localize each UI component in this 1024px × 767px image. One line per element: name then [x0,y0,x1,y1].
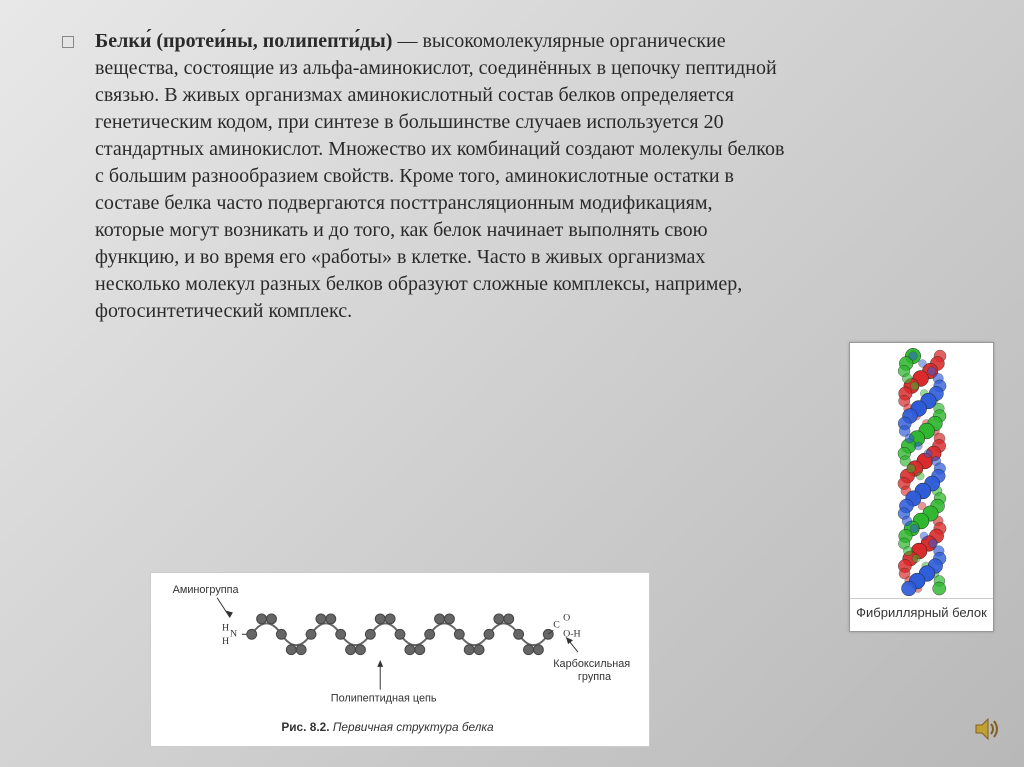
svg-text:N: N [230,628,237,639]
protein-caption: Фибриллярный белок [850,598,993,626]
term-parens: (протеи́ны, полипепти́ды) [156,30,392,52]
protein-image [850,343,993,598]
chain-beads [247,614,553,655]
svg-text:H: H [222,636,229,647]
fibrillar-protein-box: Фибриллярный белок [849,342,994,632]
label-amino: Аминогруппа [173,584,240,596]
bullet-marker [62,36,74,48]
slide: Белки́ (протеи́ны, полипепти́ды) — высок… [0,0,1024,767]
primary-structure-diagram: Аминогруппа H N H C O O-H Карбоксильнаяг… [150,572,650,747]
arrow-amino [217,598,230,618]
diagram-caption: Рис. 8.2. Первичная структура белка [281,720,494,734]
svg-text:O: O [563,612,570,623]
arrow-amino-head [226,611,233,618]
nh-group: H [222,622,229,633]
svg-text:C: C [553,619,560,630]
helix-svg [877,348,967,598]
body-text: — высокомолекулярные органические вещест… [95,30,784,322]
label-carboxyl: Карбоксильнаягруппа [553,658,630,683]
helix-beads [897,348,945,596]
main-paragraph: Белки́ (протеи́ны, полипепти́ды) — высок… [95,28,785,325]
sound-icon[interactable] [970,713,1002,745]
term-bold: Белки́ [95,30,151,52]
diagram-svg: Аминогруппа H N H C O O-H Карбоксильнаяг… [151,573,649,746]
label-chain: Полипептидная цепь [331,693,437,705]
